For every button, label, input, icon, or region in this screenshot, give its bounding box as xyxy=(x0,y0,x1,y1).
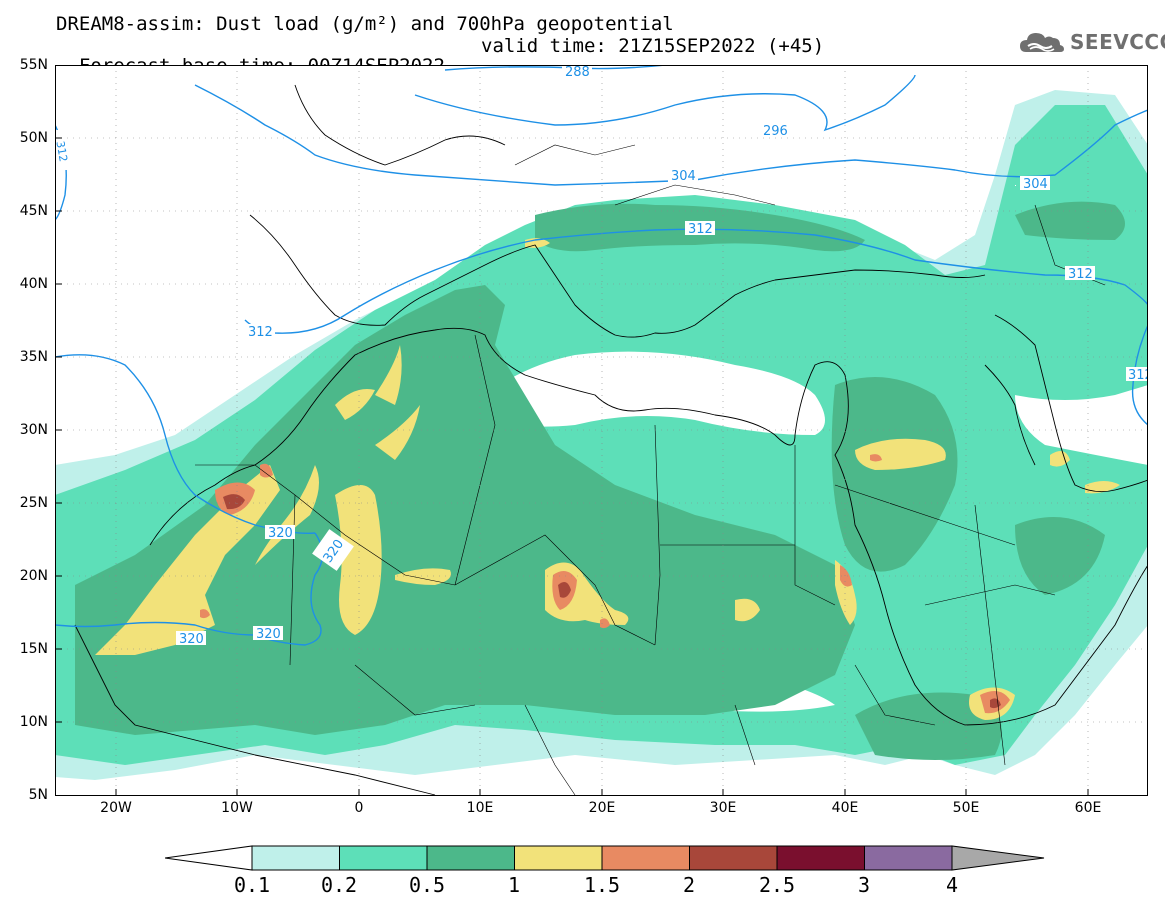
colorbar-swatch xyxy=(251,845,340,871)
coastlines xyxy=(74,84,1148,796)
colorbar-label: 2.5 xyxy=(758,873,796,897)
colorbar xyxy=(165,845,1045,871)
lat-label: 15N xyxy=(19,641,48,657)
colorbar-swatch xyxy=(514,845,603,871)
colorbar-swatch xyxy=(601,845,690,871)
logo-text: SEEVCCC xyxy=(1070,30,1165,54)
lon-label: 0 xyxy=(354,800,364,816)
dust-map: 288 296 304 304 312 312 312 312 312 312 … xyxy=(55,65,1148,796)
seevccc-logo: SEEVCCC xyxy=(1018,28,1165,58)
contour-label: 320 xyxy=(256,627,281,642)
valid-time: valid time: 21Z15SEP2022 (+45) xyxy=(481,35,825,57)
colorbar-low-arrow xyxy=(165,845,253,871)
graticule xyxy=(55,65,1148,796)
colorbar-label: 0.2 xyxy=(320,873,358,897)
lat-label: 30N xyxy=(19,422,48,438)
colorbar-label: 1.5 xyxy=(583,873,621,897)
lat-label: 20N xyxy=(19,568,48,584)
contour-label: 312 xyxy=(55,140,70,163)
axis-ticks xyxy=(55,137,1089,796)
lat-label: 50N xyxy=(19,130,48,146)
contour-label: 312 xyxy=(688,222,713,237)
lon-label: 10W xyxy=(221,800,253,816)
colorbar-label: 4 xyxy=(945,873,959,897)
colorbar-label: 1 xyxy=(507,873,521,897)
lon-label: 30E xyxy=(709,800,737,816)
colorbar-swatch xyxy=(339,845,428,871)
lat-label: 5N xyxy=(28,787,48,803)
contour-label: 304 xyxy=(671,169,696,184)
contour-label: 312 xyxy=(248,325,273,340)
lat-label: 10N xyxy=(19,714,48,730)
contour-label: 312 xyxy=(1068,267,1093,282)
contour-label: 312 xyxy=(1128,368,1148,383)
contour-labels: 288 296 304 304 312 312 312 312 312 312 … xyxy=(55,65,1148,647)
colorbar-swatch xyxy=(689,845,778,871)
lon-label: 10E xyxy=(466,800,494,816)
lon-label: 60E xyxy=(1074,800,1102,816)
colorbar-label: 0.5 xyxy=(408,873,446,897)
borders xyxy=(195,144,1106,796)
contour-label: 320 xyxy=(268,526,293,541)
colorbar-swatch xyxy=(426,845,515,871)
colorbar-label: 2 xyxy=(682,873,696,897)
lat-label: 45N xyxy=(19,203,48,219)
contour-label: 288 xyxy=(565,65,590,80)
lat-label: 55N xyxy=(19,57,48,73)
lat-label: 40N xyxy=(19,276,48,292)
colorbar-high-arrow xyxy=(951,845,1045,871)
lon-label: 50E xyxy=(952,800,980,816)
lat-label: 25N xyxy=(19,495,48,511)
colorbar-label: 3 xyxy=(857,873,871,897)
dust-level-0.5 xyxy=(75,201,1125,760)
contour-label: 296 xyxy=(763,124,788,139)
lon-label: 20W xyxy=(100,800,132,816)
contour-label: 304 xyxy=(1023,177,1048,192)
lat-label: 35N xyxy=(19,349,48,365)
colorbar-swatch xyxy=(864,845,953,871)
dust-level-2 xyxy=(223,494,1001,709)
lon-label: 20E xyxy=(588,800,616,816)
contour-label: 320 xyxy=(179,632,204,647)
cloud-icon xyxy=(1020,33,1064,52)
colorbar-label: 0.1 xyxy=(233,873,271,897)
chart-title: DREAM8-assim: Dust load (g/m²) and 700hP… xyxy=(56,13,674,35)
lon-label: 40E xyxy=(831,800,859,816)
colorbar-swatch xyxy=(776,845,865,871)
